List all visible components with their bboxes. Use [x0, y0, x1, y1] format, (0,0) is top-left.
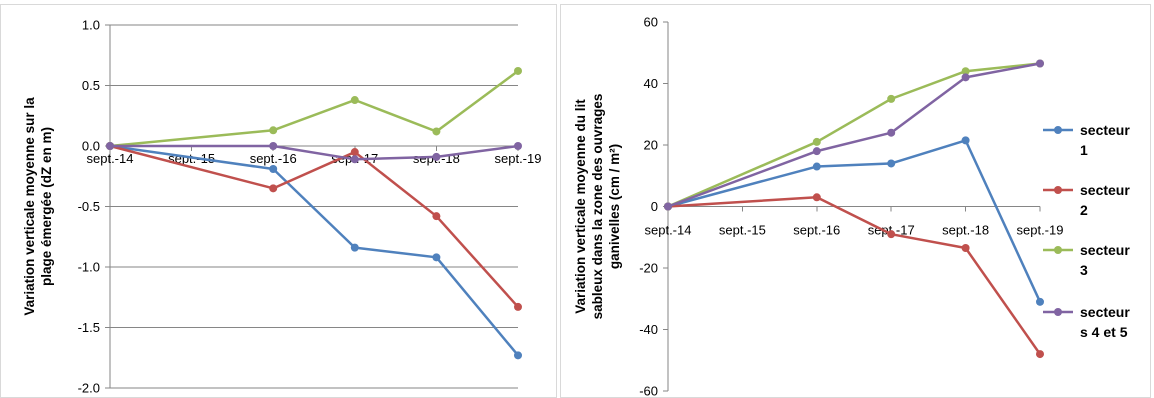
- data-point-s1: [350, 243, 359, 252]
- data-point-s2: [961, 244, 970, 253]
- data-point-s3: [514, 66, 522, 75]
- y-axis-label-line: sableux dans la zone des ouvrages: [590, 94, 605, 320]
- x-tick-label: sept.-15: [719, 223, 766, 238]
- data-point-s1: [887, 159, 896, 168]
- data-point-s2: [887, 230, 896, 239]
- data-point-s2: [432, 212, 441, 221]
- x-tick-label: sept.-19: [1017, 223, 1064, 238]
- x-tick-label: sept.-16: [793, 223, 840, 238]
- y-tick-label: 20: [644, 138, 658, 153]
- data-point-s1: [812, 162, 821, 171]
- legend-marker: [1054, 186, 1062, 194]
- y-tick-label: -1.5: [78, 320, 100, 335]
- data-point-s45: [812, 147, 821, 156]
- y-axis-label-line: Variation verticale moyenne sur la: [22, 97, 37, 316]
- data-point-s2: [514, 302, 522, 311]
- x-tick-label: sept.-17: [868, 223, 915, 238]
- data-point-s45: [1036, 59, 1044, 68]
- data-point-s1: [432, 253, 441, 262]
- y-tick-label: 0.5: [82, 78, 100, 93]
- legend-label: secteur: [1080, 304, 1130, 320]
- left-chart: 1.0 0.5 0.0 -0.5 -1.0 -1.5 -2.0 sept.-14 sept.-1…: [22, 18, 541, 396]
- y-axis-label-line: plage émergée (dZ en m): [39, 127, 54, 286]
- legend-label: secteur: [1080, 182, 1130, 198]
- data-point-s3: [961, 67, 970, 76]
- legend-marker: [1054, 246, 1062, 254]
- legend-label: s 4 et 5: [1080, 324, 1128, 340]
- y-tick-label: 0.0: [82, 139, 100, 154]
- data-point-s2: [1036, 350, 1044, 359]
- data-point-s3: [350, 96, 359, 105]
- y-axis-label-line: ganivelles (cm / m²): [607, 144, 622, 269]
- legend-label: secteur: [1080, 122, 1130, 138]
- data-point-s3: [812, 137, 821, 146]
- x-tick-label: sept.-14: [87, 151, 134, 166]
- data-point-s2: [350, 148, 359, 157]
- data-point-s45: [961, 73, 970, 82]
- legend-label: 3: [1080, 262, 1088, 278]
- y-axis-label: Variation verticale moyenne sur la plage …: [22, 97, 54, 316]
- data-point-s1: [269, 164, 278, 173]
- data-point-s45: [432, 152, 441, 161]
- y-tick-label: -40: [639, 322, 658, 337]
- legend-marker: [1054, 308, 1062, 316]
- y-tick-label: -20: [639, 261, 658, 276]
- data-point-s45: [269, 142, 278, 150]
- chart-legend: secteur 1 secteur 2 secteur 3 secteur s 4 et 5: [1043, 122, 1130, 340]
- data-point-s1: [514, 351, 522, 360]
- data-point-s3: [432, 127, 441, 136]
- y-tick-label: 0: [651, 199, 658, 214]
- right-panel-border: [560, 4, 1151, 398]
- y-tick-label: 1.0: [82, 18, 100, 33]
- x-tick-label: sept.-18: [942, 223, 989, 238]
- data-point-s45: [514, 142, 522, 150]
- legend-marker: [1054, 126, 1062, 134]
- data-point-s45: [664, 202, 672, 211]
- legend-label: secteur: [1080, 242, 1130, 258]
- legend-label: 1: [1080, 142, 1088, 158]
- legend-label: 2: [1080, 202, 1088, 218]
- x-tick-label: sept.-19: [495, 151, 542, 166]
- y-tick-label: 60: [644, 15, 658, 30]
- right-chart: 60 40 20 0 -20 -40 -60 sept.-14 sept.-15 sept.-16…: [573, 15, 1063, 398]
- y-tick-label: 40: [644, 76, 658, 91]
- data-point-s45: [350, 155, 359, 164]
- x-tick-label: sept.-14: [645, 223, 692, 238]
- y-tick-label: -2.0: [78, 381, 100, 396]
- left-panel-border: [0, 4, 557, 398]
- y-tick-label: -0.5: [78, 199, 100, 214]
- y-tick-label: -1.0: [78, 260, 100, 275]
- y-axis-label-line: Variation verticale moyenne du lit: [573, 99, 588, 314]
- data-point-s45: [106, 142, 114, 150]
- y-axis-label: Variation verticale moyenne du lit sableu…: [573, 94, 622, 320]
- data-point-s1: [961, 136, 970, 145]
- data-point-s2: [269, 184, 278, 193]
- x-tick-label: sept.-16: [250, 151, 297, 166]
- data-point-s2: [812, 193, 821, 202]
- data-point-s1: [1036, 297, 1044, 306]
- data-point-s3: [269, 126, 278, 135]
- y-tick-label: -60: [639, 384, 658, 398]
- data-point-s45: [887, 128, 896, 137]
- data-point-s3: [887, 94, 896, 103]
